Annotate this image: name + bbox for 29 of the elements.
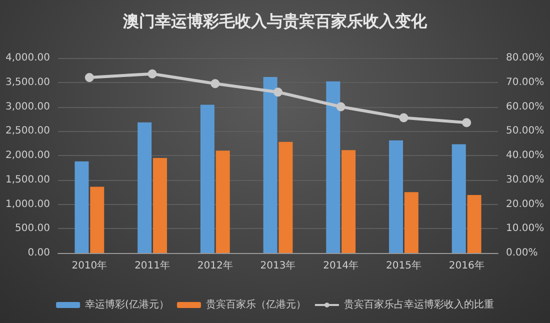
y2-tick-label: 80.00%	[506, 52, 544, 64]
y2-tick-label: 20.00%	[506, 198, 544, 210]
y2-tick-label: 10.00%	[506, 223, 544, 234]
x-tick-label: 2010年	[72, 260, 108, 272]
x-tick-label: 2013年	[260, 260, 296, 272]
x-tick-label: 2011年	[134, 260, 170, 272]
y2-tick-label: 70.00%	[506, 76, 544, 88]
legend-label: 幸运博彩(亿港元）	[85, 298, 169, 310]
x-tick-label: 2016年	[448, 260, 484, 272]
y-tick-label: 4,000.00	[5, 52, 50, 64]
x-tick-label: 2012年	[197, 260, 233, 272]
y-tick-label: 0.00	[28, 248, 50, 258]
y2-tick-label: 50.00%	[506, 126, 544, 137]
y-tick-label: 2,000.00	[5, 150, 50, 161]
y-tick-label: 2,500.00	[5, 126, 50, 137]
y2-tick-label: 0.00%	[506, 248, 538, 258]
y2-tick-label: 40.00%	[506, 150, 544, 161]
x-tick-label: 2015年	[386, 260, 422, 272]
y-tick-label: 1,500.00	[5, 174, 50, 186]
chart-title: 澳门幸运博彩毛收入与贵宾百家乐收入变化	[122, 12, 428, 30]
y-tick-label: 500.00	[15, 223, 50, 234]
y2-tick-label: 30.00%	[506, 174, 544, 186]
y-tick-label: 1,000.00	[5, 198, 50, 210]
y-tick-label: 3,000.00	[5, 101, 50, 112]
x-tick-label: 2014年	[323, 260, 359, 272]
legend-label: 贵宾百家乐（亿港元）	[206, 298, 306, 310]
y2-tick-label: 60.00%	[506, 101, 544, 112]
legend-label: 贵宾百家乐占幸运博彩收入的比重	[344, 298, 494, 310]
y-tick-label: 3,500.00	[5, 76, 50, 88]
